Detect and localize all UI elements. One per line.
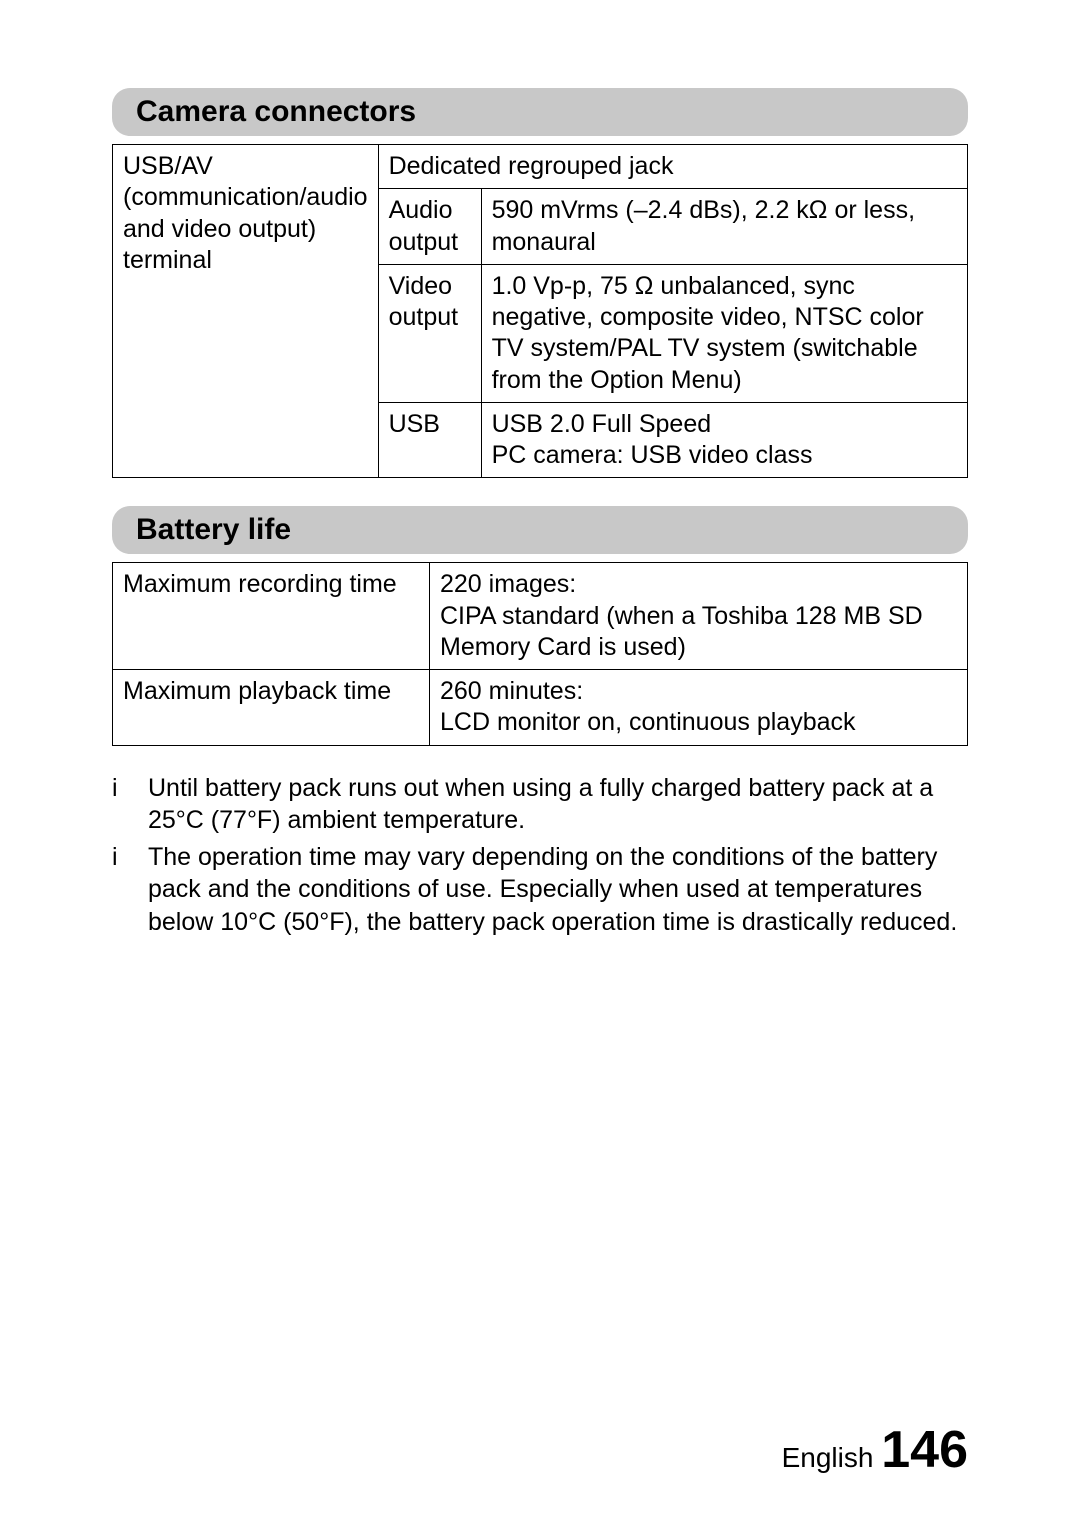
section-header-camera-connectors: Camera connectors <box>112 88 968 136</box>
note-bullet: i <box>112 841 148 939</box>
note-text: Until battery pack runs out when using a… <box>148 772 968 837</box>
table-row: Maximum recording time 220 images: CIPA … <box>113 563 968 670</box>
footer-language: English <box>782 1442 874 1473</box>
table-cell: 1.0 Vp-p, 75 Ω unbalanced, sync negative… <box>481 264 967 402</box>
battery-life-table: Maximum recording time 220 images: CIPA … <box>112 562 968 745</box>
note-bullet: i <box>112 772 148 837</box>
page-footer: English 146 <box>782 1420 968 1480</box>
table-cell-sub: Video output <box>378 264 481 402</box>
battery-life-notes: i Until battery pack runs out when using… <box>112 772 968 939</box>
table-cell-label: Maximum playback time <box>113 670 430 746</box>
table-row: USB/AV (communication/audio and video ou… <box>113 145 968 189</box>
table-cell: 220 images: CIPA standard (when a Toshib… <box>430 563 968 670</box>
note-item: i Until battery pack runs out when using… <box>112 772 968 837</box>
table-cell-sub: Audio output <box>378 189 481 265</box>
table-cell: 590 mVrms (–2.4 dBs), 2.2 kΩ or less, mo… <box>481 189 967 265</box>
note-text: The operation time may vary depending on… <box>148 841 968 939</box>
table-cell-rowspan-label: USB/AV (communication/audio and video ou… <box>113 145 379 478</box>
table-row: Maximum playback time 260 minutes: LCD m… <box>113 670 968 746</box>
table-cell: USB 2.0 Full Speed PC camera: USB video … <box>481 402 967 478</box>
table-cell: 260 minutes: LCD monitor on, continuous … <box>430 670 968 746</box>
section-header-battery-life: Battery life <box>112 506 968 554</box>
page: Camera connectors USB/AV (communication/… <box>0 0 1080 1526</box>
camera-connectors-table: USB/AV (communication/audio and video ou… <box>112 144 968 478</box>
note-item: i The operation time may vary depending … <box>112 841 968 939</box>
table-cell-label: Maximum recording time <box>113 563 430 670</box>
footer-page-number: 146 <box>881 1421 968 1479</box>
table-cell-sub: USB <box>378 402 481 478</box>
table-cell: Dedicated regrouped jack <box>378 145 967 189</box>
